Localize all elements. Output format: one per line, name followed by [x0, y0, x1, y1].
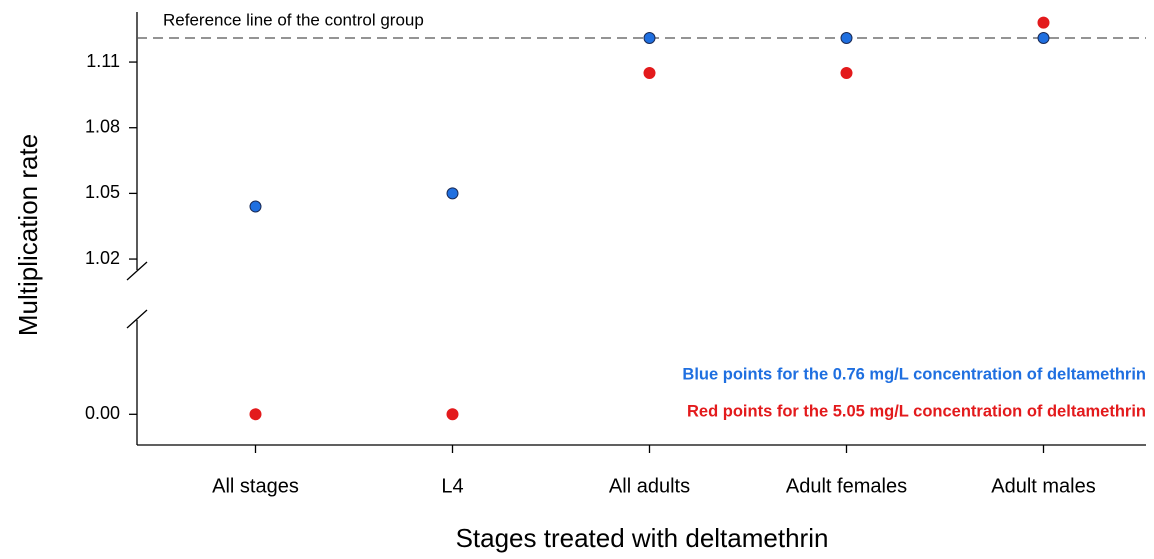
x-tick-label: L4 — [441, 475, 463, 497]
y-tick-label: 0.00 — [85, 403, 120, 423]
y-axis-title: Multiplication rate — [13, 134, 43, 336]
point — [840, 67, 853, 80]
point — [1037, 16, 1050, 29]
point — [249, 200, 262, 213]
x-tick-label: Adult males — [991, 475, 1096, 497]
point — [446, 187, 459, 200]
point — [643, 31, 656, 44]
legend-label: Blue points for the 0.76 mg/L concentrat… — [682, 365, 1146, 383]
y-tick-label: 1.08 — [85, 116, 120, 136]
legend-label: Red points for the 5.05 mg/L concentrati… — [687, 402, 1146, 420]
x-tick-label: All adults — [609, 475, 690, 497]
reference-label: Reference line of the control group — [163, 10, 424, 29]
axis-break — [126, 309, 148, 329]
axis-break — [126, 261, 148, 281]
x-axis-title: Stages treated with deltamethrin — [456, 523, 829, 553]
y-tick-label: 1.11 — [86, 51, 120, 71]
point — [840, 31, 853, 44]
x-tick-label: All stages — [212, 475, 299, 497]
point — [446, 408, 459, 421]
point — [643, 67, 656, 80]
x-tick-label: Adult females — [786, 475, 907, 497]
point — [1037, 31, 1050, 44]
y-tick-label: 1.05 — [85, 182, 120, 202]
point — [249, 408, 262, 421]
y-tick-label: 1.02 — [85, 248, 120, 268]
